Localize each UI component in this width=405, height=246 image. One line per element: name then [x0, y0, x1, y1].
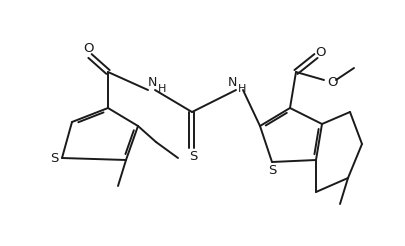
Text: H: H: [158, 84, 166, 94]
Text: S: S: [50, 152, 58, 165]
Text: H: H: [237, 84, 245, 94]
Text: N: N: [227, 76, 236, 89]
Text: S: S: [188, 151, 197, 164]
Text: N: N: [147, 76, 156, 89]
Text: O: O: [83, 43, 94, 56]
Text: O: O: [327, 76, 337, 89]
Text: O: O: [315, 46, 326, 59]
Text: S: S: [267, 165, 275, 178]
